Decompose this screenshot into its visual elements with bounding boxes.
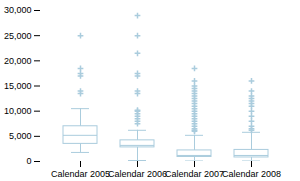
- svg-text:15,000: 15,000: [4, 81, 32, 91]
- svg-text:Calendar 2008: Calendar 2008: [222, 169, 281, 179]
- svg-text:Calendar 2007: Calendar 2007: [165, 169, 224, 179]
- svg-text:Calendar 2006: Calendar 2006: [108, 169, 167, 179]
- svg-text:Calendar 2005: Calendar 2005: [51, 169, 110, 179]
- svg-text:20,000: 20,000: [4, 56, 32, 66]
- svg-text:30,000: 30,000: [4, 5, 32, 15]
- svg-text:25,000: 25,000: [4, 31, 32, 41]
- svg-text:0: 0: [26, 156, 31, 166]
- svg-text:10,000: 10,000: [4, 106, 32, 116]
- svg-text:5,000: 5,000: [9, 131, 32, 141]
